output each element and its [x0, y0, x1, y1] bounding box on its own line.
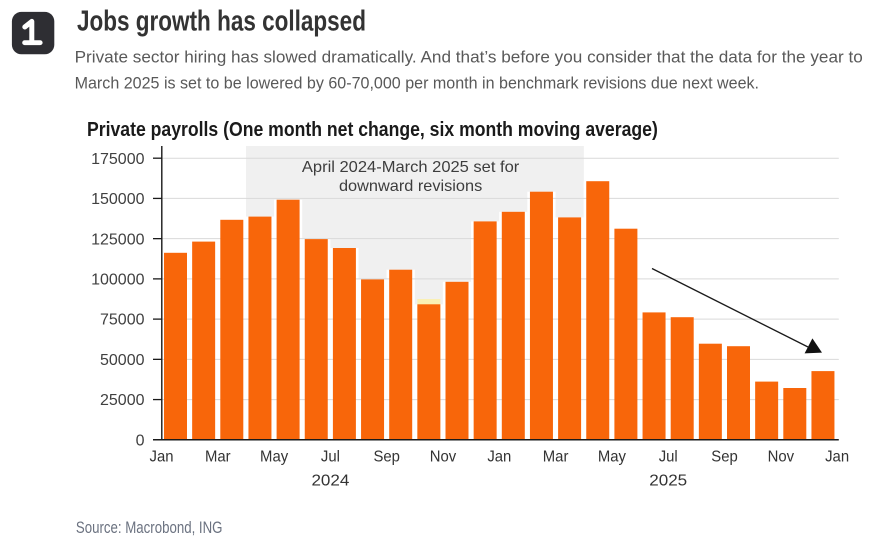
svg-text:2025: 2025 — [649, 472, 687, 489]
svg-text:May: May — [598, 448, 626, 466]
svg-text:May: May — [260, 448, 288, 466]
svg-text:125000: 125000 — [91, 231, 144, 248]
svg-text:Nov: Nov — [430, 448, 457, 466]
svg-text:Source: Macrobond, ING: Source: Macrobond, ING — [76, 519, 223, 538]
svg-text:Mar: Mar — [543, 448, 569, 466]
svg-text:2024: 2024 — [311, 472, 349, 489]
svg-text:downward revisions: downward revisions — [339, 179, 482, 196]
svg-text:March 2025 is set to be lowere: March 2025 is set to be lowered by 60-70… — [75, 74, 759, 92]
svg-text:Jobs growth has collapsed: Jobs growth has collapsed — [77, 3, 366, 37]
svg-text:Nov: Nov — [768, 448, 795, 466]
svg-text:0: 0 — [136, 432, 145, 449]
svg-text:Mar: Mar — [205, 448, 231, 466]
svg-text:Jan: Jan — [825, 448, 849, 466]
svg-text:100000: 100000 — [91, 271, 144, 288]
svg-text:Jul: Jul — [659, 448, 678, 466]
svg-text:Jul: Jul — [321, 448, 340, 466]
svg-text:April 2024-March 2025 set for: April 2024-March 2025 set for — [302, 160, 520, 176]
svg-text:50000: 50000 — [100, 352, 145, 369]
svg-text:Sep: Sep — [373, 448, 399, 466]
svg-text:25000: 25000 — [100, 392, 145, 409]
svg-text:75000: 75000 — [100, 312, 145, 329]
svg-text:Jan: Jan — [487, 448, 511, 466]
svg-text:Private sector hiring has slow: Private sector hiring has slowed dramati… — [75, 48, 863, 67]
svg-text:175000: 175000 — [91, 151, 144, 168]
svg-text:Private payrolls (One month ne: Private payrolls (One month net change, … — [87, 118, 658, 140]
svg-text:Sep: Sep — [711, 448, 737, 466]
svg-text:150000: 150000 — [91, 191, 144, 208]
svg-text:Jan: Jan — [150, 448, 174, 466]
